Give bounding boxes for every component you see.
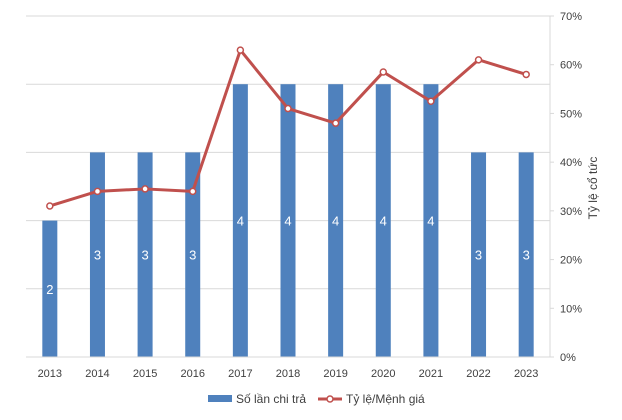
legend-label-line: Tỷ lệ/Mệnh giá bbox=[346, 392, 425, 406]
right-axis-title: Tỷ lệ cổ tức bbox=[586, 157, 600, 220]
line-point bbox=[141, 185, 149, 193]
bar bbox=[518, 152, 534, 357]
bar-data-label: 4 bbox=[427, 214, 434, 229]
x-tick-label: 2014 bbox=[85, 368, 109, 380]
x-tick-label: 2020 bbox=[371, 368, 395, 380]
bar-data-label: 3 bbox=[475, 248, 482, 263]
bar-data-label: 4 bbox=[332, 214, 339, 229]
legend-line-marker bbox=[326, 395, 334, 403]
bar-data-label: 2 bbox=[46, 282, 53, 297]
bar-data-label: 3 bbox=[94, 248, 101, 263]
x-tick-label: 2019 bbox=[323, 368, 347, 380]
x-tick-label: 2015 bbox=[133, 368, 157, 380]
x-tick-label: 2023 bbox=[514, 368, 538, 380]
bar bbox=[185, 152, 201, 357]
bar-data-label: 4 bbox=[284, 214, 291, 229]
x-tick-label: 2018 bbox=[276, 368, 300, 380]
line-point bbox=[46, 202, 54, 210]
bar bbox=[42, 220, 58, 357]
bar bbox=[375, 84, 391, 357]
bar-series bbox=[42, 84, 534, 357]
bar-data-label: 4 bbox=[237, 214, 244, 229]
line-point bbox=[427, 97, 435, 105]
right-tick-label: 50% bbox=[560, 108, 582, 120]
bar bbox=[232, 84, 248, 357]
x-axis: 2013 2014 2015 2016 2017 2018 2019 2020 2021 2022… bbox=[26, 356, 550, 380]
right-tick-label: 20% bbox=[560, 255, 582, 267]
bar bbox=[280, 84, 296, 357]
right-tick-label: 60% bbox=[560, 60, 582, 72]
bar bbox=[137, 152, 153, 357]
line-point bbox=[236, 46, 245, 54]
right-tick-label: 70% bbox=[560, 11, 582, 23]
line-point bbox=[284, 104, 292, 113]
x-tick-label: 2021 bbox=[419, 368, 443, 380]
x-tick-label: 2017 bbox=[228, 368, 252, 380]
legend-bar-swatch bbox=[208, 395, 232, 402]
right-tick-label: 40% bbox=[560, 157, 582, 169]
x-tick-label: 2022 bbox=[466, 368, 490, 380]
bar bbox=[328, 84, 344, 357]
right-axis: 0% 10% 20% 30% 40% 50% 60% 70% bbox=[549, 11, 582, 364]
bar bbox=[471, 152, 487, 357]
line-point bbox=[379, 68, 388, 76]
legend: Số lần chi trả Tỷ lệ/Mệnh giá bbox=[208, 392, 425, 406]
bar-data-label: 3 bbox=[141, 248, 148, 263]
bar-data-label: 4 bbox=[380, 214, 387, 229]
line-point bbox=[331, 119, 340, 127]
legend-label-bars: Số lần chi trả bbox=[236, 392, 306, 406]
right-tick-label: 10% bbox=[560, 303, 582, 315]
line-series bbox=[46, 46, 530, 210]
line-point bbox=[522, 70, 530, 79]
line-point bbox=[474, 56, 483, 64]
x-tick-label: 2013 bbox=[38, 368, 62, 380]
bar-data-label: 3 bbox=[189, 248, 196, 263]
bar bbox=[423, 84, 439, 357]
bar-data-label: 3 bbox=[523, 248, 530, 263]
right-tick-label: 30% bbox=[560, 206, 582, 218]
bar bbox=[89, 152, 105, 357]
bar-data-labels: 2 3 3 3 4 4 4 4 4 3 3 bbox=[46, 214, 530, 297]
line-point bbox=[188, 187, 197, 196]
x-tick-label: 2016 bbox=[180, 368, 204, 380]
line-point bbox=[93, 187, 102, 196]
right-tick-label: 0% bbox=[560, 352, 576, 364]
